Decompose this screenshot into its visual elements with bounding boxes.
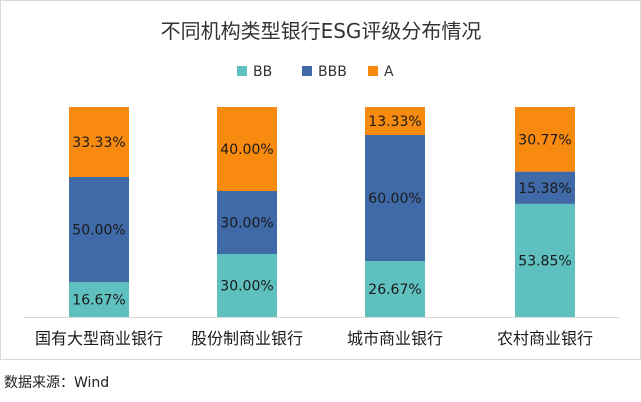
bar-bb-3 [515,203,575,317]
legend-swatch-bbb [302,66,312,76]
bar-bbb-2 [365,134,425,261]
category-label-1: 股份制商业银行 [191,329,303,348]
legend-label-bb: BB [253,64,272,80]
data-label-bb-0: 16.67% [72,292,125,308]
data-label-bb-3: 53.85% [518,253,571,269]
data-label-a-1: 40.00% [220,142,273,158]
legend-label-bbb: BBB [318,64,347,80]
bar-a-0 [69,107,129,177]
chart-title: 不同机构类型银行ESG评级分布情况 [161,19,482,43]
bar-a-2 [365,107,425,135]
bar-bb-0 [69,281,129,317]
category-label-2: 城市商业银行 [347,329,443,348]
data-label-a-3: 30.77% [518,132,571,148]
data-label-bbb-1: 30.00% [220,216,273,232]
bar-bb-2 [365,260,425,317]
data-label-a-0: 33.33% [72,135,125,151]
bar-bbb-0 [69,176,129,282]
legend-swatch-bb [237,66,247,76]
bar-bb-1 [217,254,277,317]
category-label-3: 农村商业银行 [497,329,593,348]
data-label-a-2: 13.33% [368,114,421,130]
bar-a-1 [217,107,277,191]
bar-bbb-3 [515,171,575,204]
data-label-bbb-3: 15.38% [518,181,571,197]
legend-label-a: A [384,64,394,80]
bar-bbb-1 [217,191,277,254]
data-label-bb-1: 30.00% [220,279,273,295]
source-note: 数据来源：Wind [4,375,110,391]
data-label-bbb-2: 60.00% [368,191,421,207]
data-label-bbb-0: 50.00% [72,222,125,238]
category-label-0: 国有大型商业银行 [35,329,163,348]
data-label-bb-2: 26.67% [368,282,421,298]
chart-frame: 不同机构类型银行ESG评级分布情况 BB BBB A 16.67% 50.00% 33.33… [0,0,641,360]
bar-a-3 [515,107,575,172]
legend-swatch-a [368,66,378,76]
